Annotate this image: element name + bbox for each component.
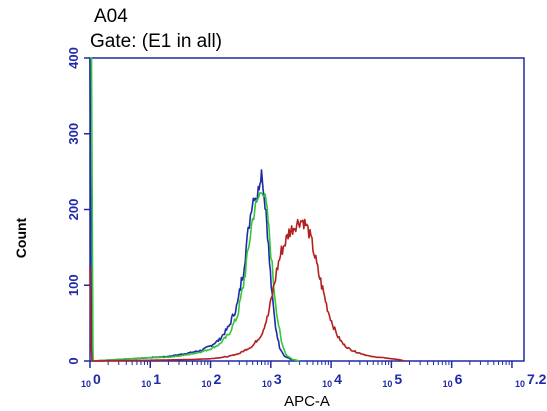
series-layer xyxy=(89,57,406,362)
x-tick-base: 10 xyxy=(81,379,91,389)
x-axis-label: APC-A xyxy=(284,393,330,410)
x-tick-base: 10 xyxy=(515,379,525,389)
y-tick-label: 300 xyxy=(66,123,81,145)
x-tick-base: 10 xyxy=(202,379,212,389)
x-tick-base: 10 xyxy=(443,379,453,389)
x-tick-exponent: 7.2 xyxy=(527,371,547,387)
x-tick-exponent: 5 xyxy=(394,371,402,387)
histogram-series-3 xyxy=(89,218,406,362)
x-tick-exponent: 2 xyxy=(214,371,222,387)
x-tick-exponent: 0 xyxy=(93,371,101,387)
x-tick-label: 10 6 xyxy=(443,371,463,389)
x-tick-exponent: 6 xyxy=(455,371,463,387)
y-tick-label: 0 xyxy=(66,357,81,364)
x-tick-label: 10 4 xyxy=(322,371,342,389)
chart-subtitle: Gate: (E1 in all) xyxy=(90,31,222,52)
y-axis-label: Count xyxy=(13,217,29,258)
x-tick-base: 10 xyxy=(141,379,151,389)
histogram-series-2 xyxy=(90,57,300,362)
x-tick-base: 10 xyxy=(382,379,392,389)
x-tick-label: 10 7.2 xyxy=(515,371,547,389)
x-tick-exponent: 1 xyxy=(153,371,161,387)
chart-title: A04 xyxy=(94,6,128,27)
x-axis: 10 0 10 1 10 2 10 3 10 4 10 5 10 6 10 7.2 xyxy=(81,361,547,389)
y-tick-label: 100 xyxy=(66,274,81,296)
x-tick-label: 10 1 xyxy=(141,371,161,389)
x-tick-label: 10 5 xyxy=(382,371,402,389)
y-tick-label: 200 xyxy=(66,199,81,221)
plot-frame xyxy=(89,57,525,362)
x-tick-label: 10 0 xyxy=(81,371,101,389)
y-tick-label: 400 xyxy=(66,47,81,69)
x-tick-exponent: 4 xyxy=(334,371,342,387)
y-axis: 0 100 200 300 400 xyxy=(66,47,90,365)
x-tick-label: 10 3 xyxy=(262,371,282,389)
x-tick-base: 10 xyxy=(262,379,272,389)
x-tick-base: 10 xyxy=(322,379,332,389)
x-tick-exponent: 3 xyxy=(274,371,282,387)
x-tick-label: 10 2 xyxy=(202,371,222,389)
